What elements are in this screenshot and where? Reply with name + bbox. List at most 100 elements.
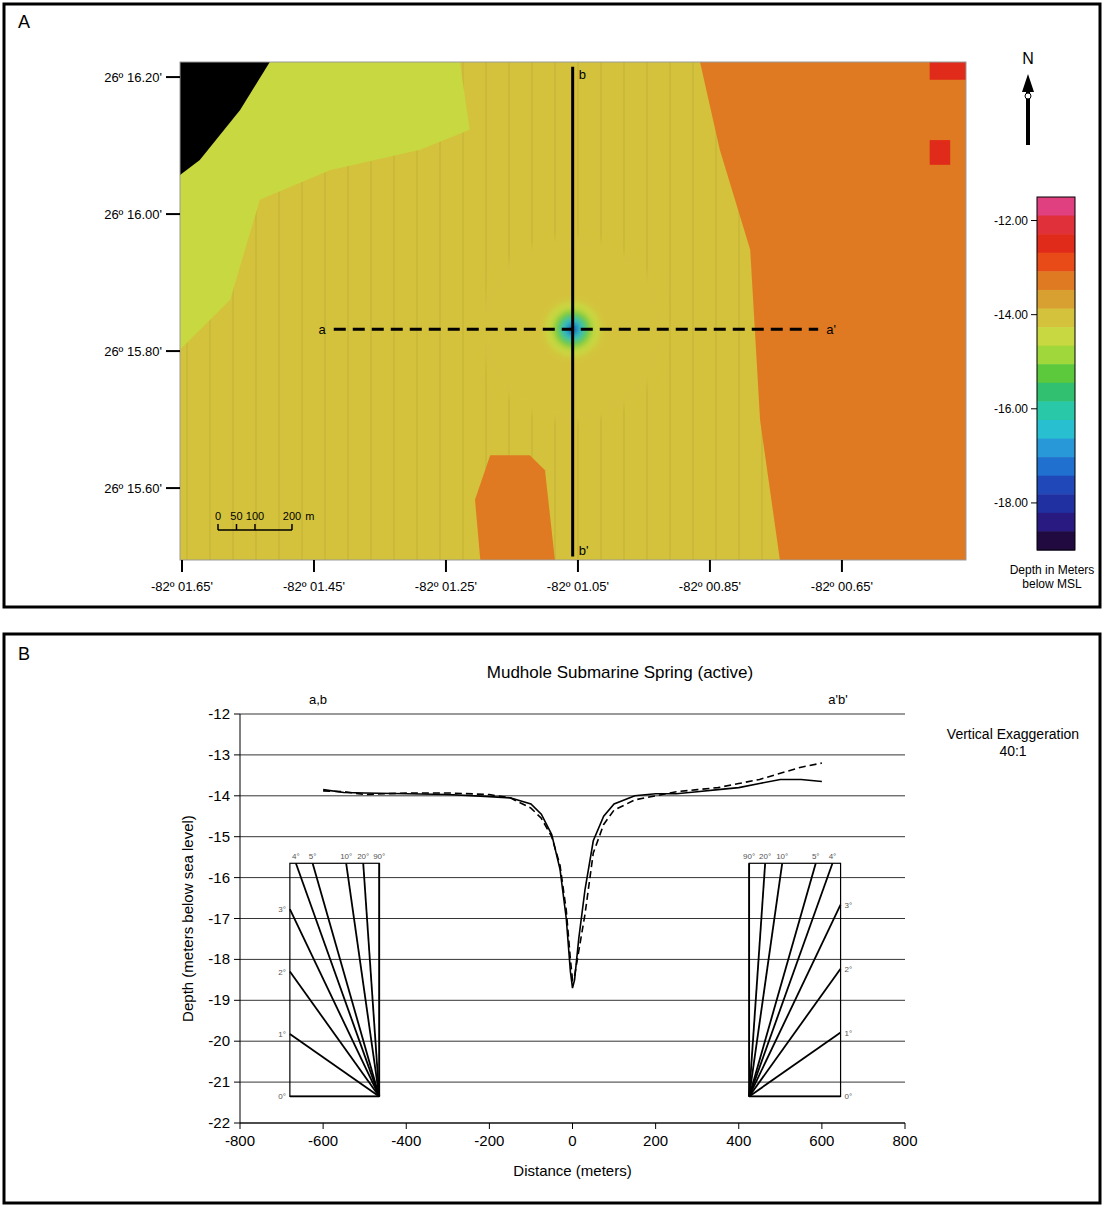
- axis-title: Depth (meters below sea level): [179, 815, 196, 1022]
- slope-box: [749, 863, 840, 1096]
- tick-label: -14: [208, 787, 230, 804]
- section-line: [571, 67, 574, 557]
- colorbar-tick-label: -18.00: [994, 496, 1028, 510]
- panel-letter: A: [18, 12, 30, 32]
- tick: [234, 1123, 240, 1124]
- slope-line: [290, 972, 379, 1097]
- plot-area: [323, 763, 822, 988]
- slope-label: 3°: [845, 901, 853, 910]
- north-label: N: [1022, 50, 1034, 67]
- panel-letter: B: [18, 644, 30, 664]
- tick: [841, 560, 843, 572]
- slope-label: 4°: [829, 852, 837, 861]
- tick: [709, 560, 711, 572]
- scale-label: 100: [246, 510, 264, 522]
- tick-label: 26º 16.00': [104, 207, 162, 222]
- texture: [462, 62, 464, 560]
- slope-label: 4°: [292, 852, 300, 861]
- grid-line: [240, 754, 905, 755]
- tick: [234, 877, 240, 878]
- slope-label: 5°: [309, 852, 317, 861]
- scale-label: 200: [283, 510, 301, 522]
- colorbar-tick-label: -16.00: [994, 402, 1028, 416]
- tick: [323, 1123, 324, 1129]
- colorbar-band: [1037, 346, 1075, 365]
- scale-tick: [217, 524, 219, 530]
- colorbar-frame: [1037, 197, 1075, 550]
- tick-label: 26º 15.80': [104, 344, 162, 359]
- tick: [166, 487, 180, 489]
- grid-line: [240, 795, 905, 796]
- slope-line: [296, 863, 379, 1096]
- tick: [234, 754, 240, 755]
- grid-line: [240, 918, 905, 919]
- slope-line: [290, 1096, 379, 1098]
- colorbar-band: [1037, 457, 1075, 476]
- profile-line: [323, 779, 822, 988]
- colorbar-band: [1037, 253, 1075, 272]
- depth-region: [700, 62, 966, 560]
- section-label: b: [579, 67, 586, 82]
- scale-tick: [291, 524, 293, 530]
- figure: Aaa'bb'-82º 01.65'-82º 01.45'-82º 01.25'…: [0, 0, 1104, 1207]
- tick-label: -82º 01.45': [283, 579, 345, 594]
- colorbar-band: [1037, 364, 1075, 383]
- depth-region: [180, 62, 470, 350]
- tick-label: -16: [208, 869, 230, 886]
- tick-label: -200: [474, 1132, 504, 1149]
- slope-label: 1°: [845, 1029, 853, 1038]
- slope-line: [749, 969, 840, 1097]
- tick: [905, 1123, 906, 1129]
- colorbar-band: [1037, 234, 1075, 253]
- tick: [234, 1082, 240, 1083]
- annotation: Vertical Exaggeration: [947, 726, 1079, 742]
- panel-frame: [4, 4, 1100, 607]
- slope-line: [749, 1096, 840, 1098]
- tick-label: -82º 00.85': [679, 579, 741, 594]
- tick: [234, 836, 240, 837]
- slope-label: 90°: [743, 852, 755, 861]
- tick-label: -15: [208, 828, 230, 845]
- slope-label: 20°: [357, 852, 369, 861]
- tick-label: -21: [208, 1073, 230, 1090]
- tick-label: 600: [809, 1132, 834, 1149]
- tick: [577, 560, 579, 572]
- slope-label: 3°: [278, 905, 286, 914]
- profile-line: [323, 763, 822, 980]
- section-label: a': [826, 322, 836, 337]
- grid-line: [240, 1000, 905, 1001]
- end-label: a,b: [309, 692, 327, 707]
- tick-label: -20: [208, 1032, 230, 1049]
- tick: [572, 1123, 573, 1129]
- slope-label: 2°: [845, 965, 853, 974]
- annotation: 40:1: [999, 743, 1026, 759]
- section-label: a: [319, 322, 327, 337]
- tick: [166, 76, 180, 78]
- slope-label: 20°: [759, 852, 771, 861]
- tick-label: -82º 01.65': [151, 579, 213, 594]
- slope-line: [313, 863, 380, 1096]
- tick-label: -82º 01.05': [547, 579, 609, 594]
- tick: [821, 1123, 822, 1129]
- colorbar-band: [1037, 420, 1075, 439]
- colorbar-tick: [1031, 502, 1037, 503]
- tick: [181, 560, 183, 572]
- tick-label: 800: [892, 1132, 917, 1149]
- slope-line: [749, 863, 782, 1096]
- scale-label: 50: [230, 510, 242, 522]
- slope-line: [749, 863, 816, 1096]
- colorbar-band: [1037, 531, 1075, 550]
- map-frame: [180, 62, 966, 560]
- section-line: [334, 328, 818, 331]
- texture: [669, 62, 671, 560]
- slope-line: [749, 1033, 840, 1097]
- tick-label: -600: [308, 1132, 338, 1149]
- scale-tick: [254, 524, 256, 530]
- tick: [234, 714, 240, 715]
- tick: [240, 1123, 241, 1129]
- tick: [234, 959, 240, 960]
- colorbar-band: [1037, 383, 1075, 402]
- colorbar-title-line: Depth in Meters: [1010, 563, 1095, 577]
- slope-label: 5°: [812, 852, 820, 861]
- colorbar-tick-label: -12.00: [994, 214, 1028, 228]
